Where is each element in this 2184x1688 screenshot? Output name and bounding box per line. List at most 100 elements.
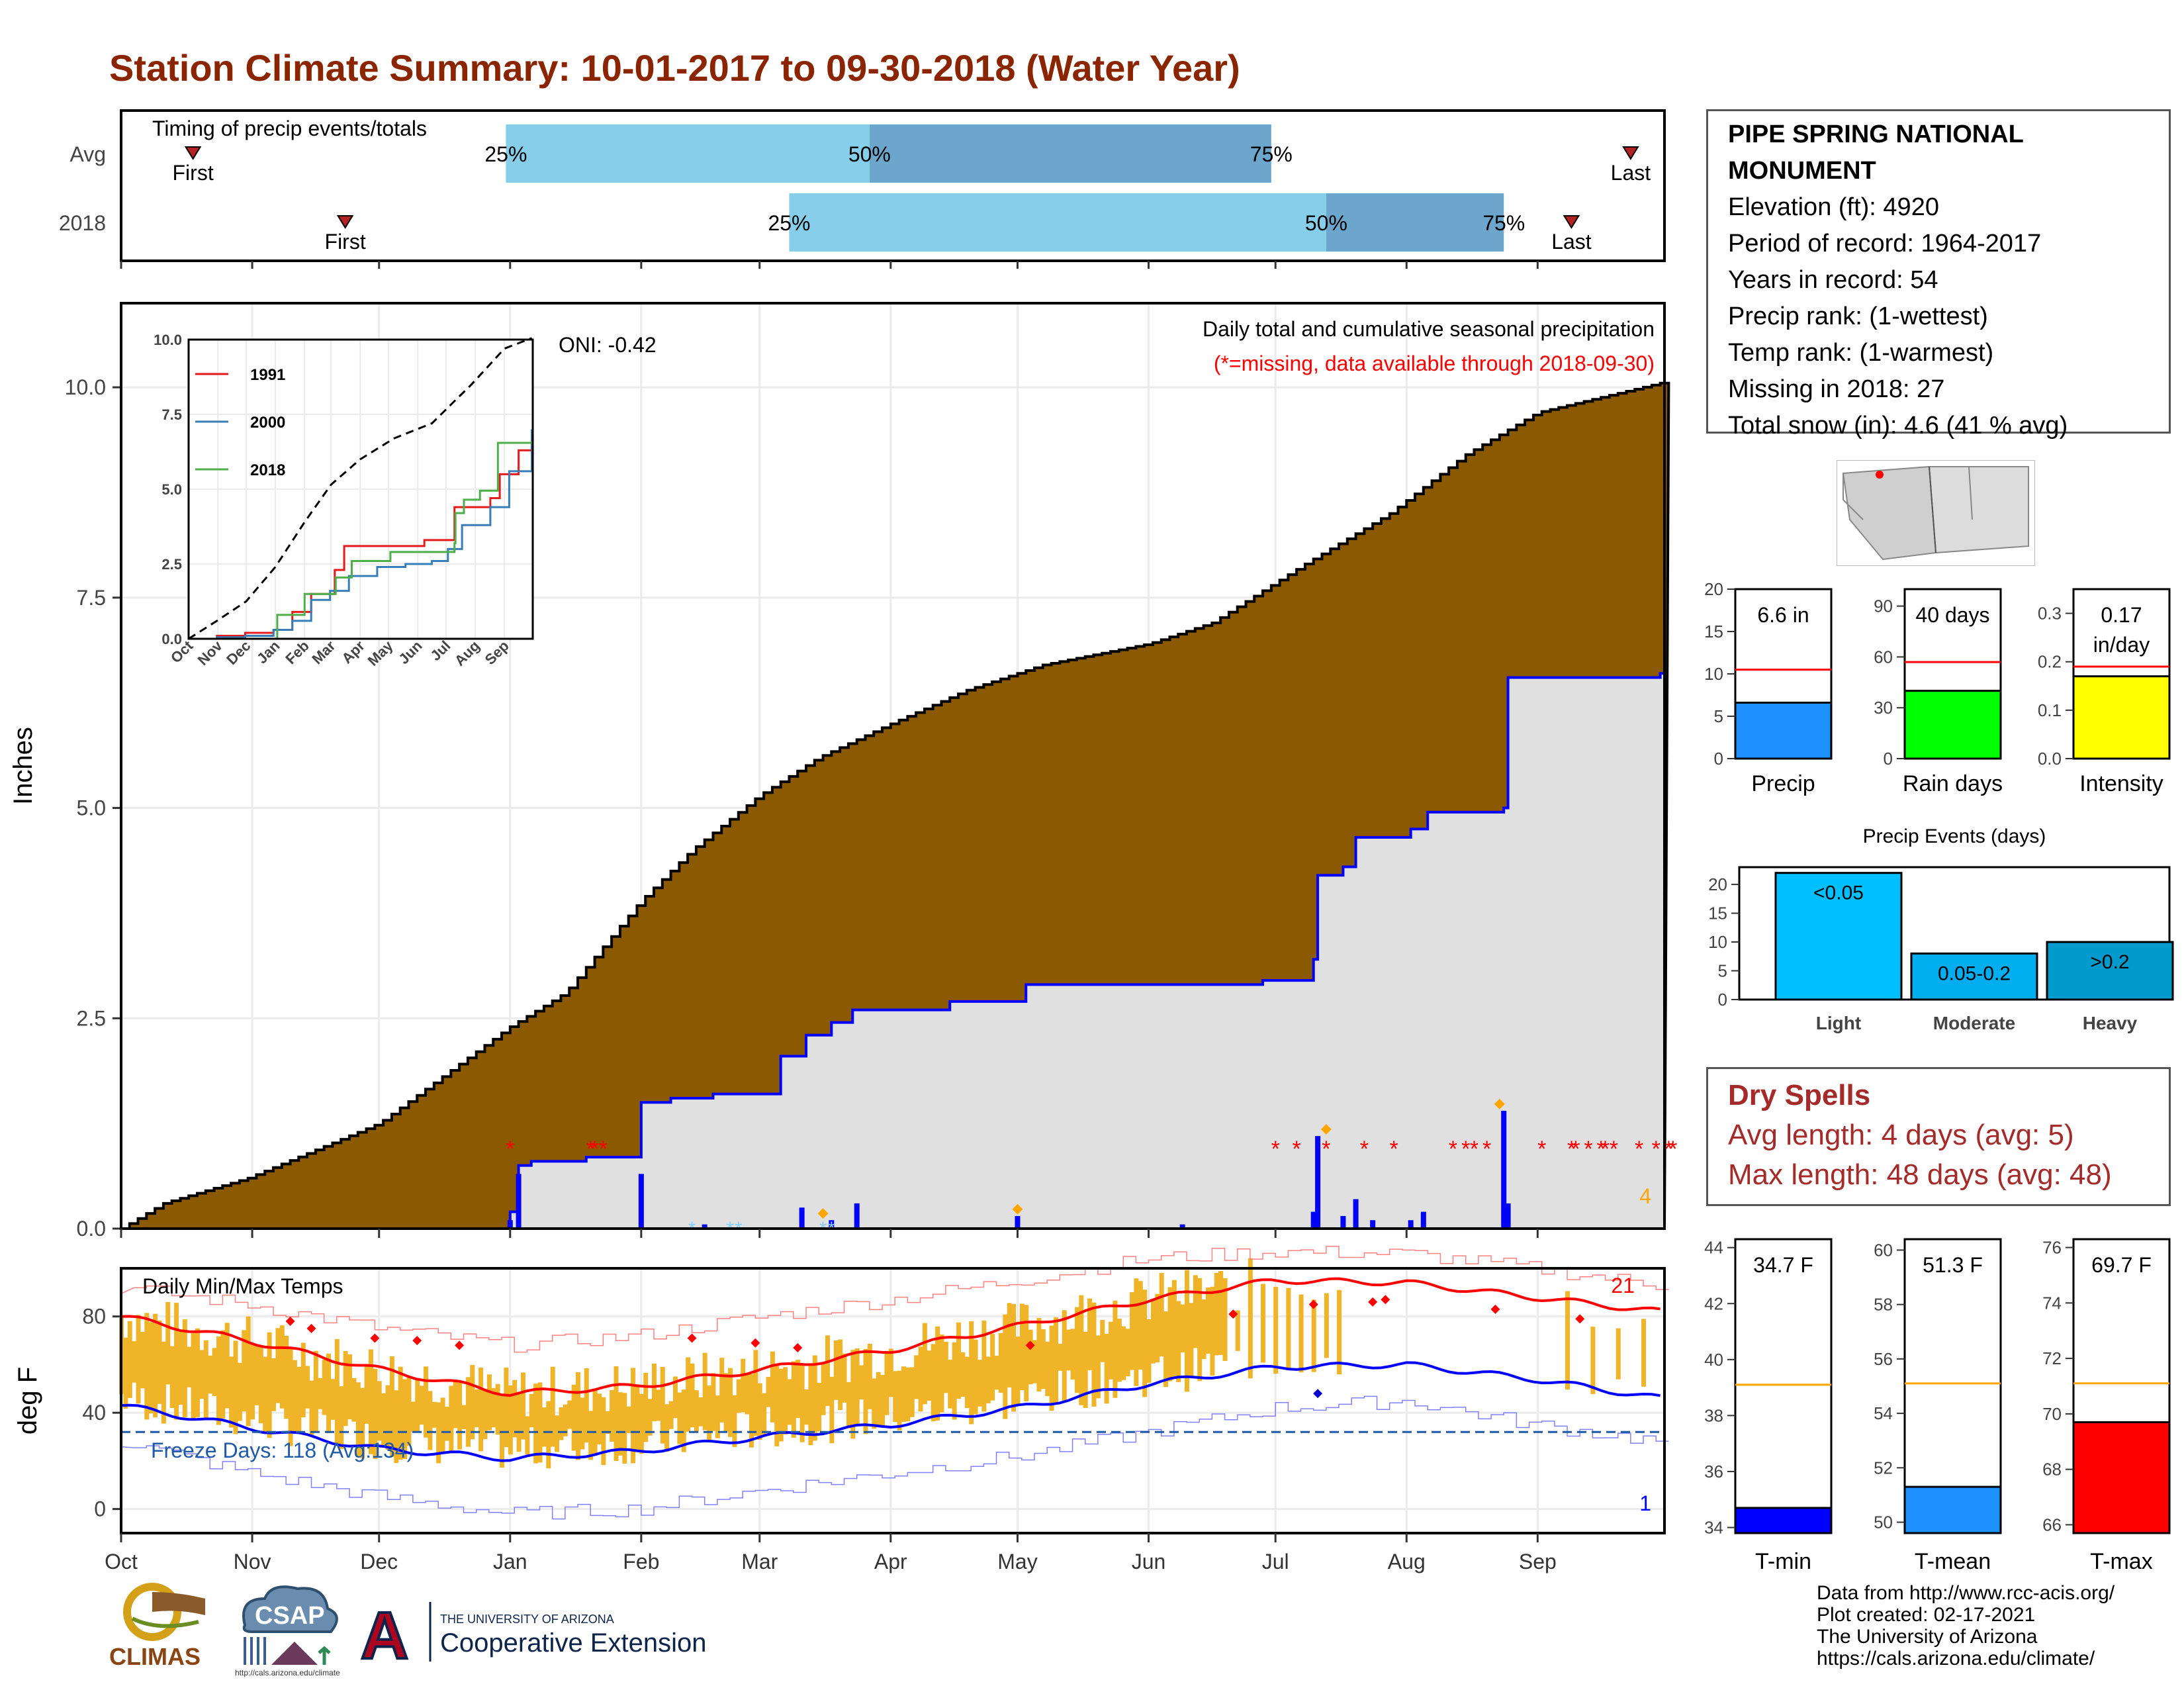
summary-precip: 0 5 10 15 20 6.6 in Precip xyxy=(1704,579,1833,796)
missing-day-marker: * xyxy=(586,1137,595,1162)
summary-raindays-y-tick-label: 60 xyxy=(1874,647,1893,667)
missing-day-marker: * xyxy=(1597,1137,1606,1162)
daily-temp-bar xyxy=(880,1375,886,1428)
daily-temp-bar xyxy=(465,1377,471,1447)
daily-temp-bar xyxy=(478,1368,484,1452)
daily-temp-bar xyxy=(140,1332,145,1389)
daily-precip-bar xyxy=(1420,1211,1426,1229)
daily-temp-bar xyxy=(901,1366,906,1422)
daily-temp-bar xyxy=(444,1407,449,1441)
daily-precip-bar xyxy=(1505,1203,1511,1229)
temp-title: Daily Min/Max Temps xyxy=(142,1274,343,1298)
daily-temp-bar xyxy=(652,1363,657,1422)
daily-temp-bar xyxy=(749,1374,754,1448)
page-title: Station Climate Summary: 10-01-2017 to 0… xyxy=(109,47,1240,89)
daily-temp-bar xyxy=(660,1366,665,1444)
inset-y-tick-label: 2.5 xyxy=(161,556,182,573)
precip-events-y-tick-label: 15 xyxy=(1708,904,1727,923)
timing-avg-quantile-label: 50% xyxy=(848,142,891,166)
daily-temp-bar xyxy=(1053,1317,1058,1404)
summary-tmean-label: T-mean xyxy=(1915,1549,1991,1574)
inset-average-line xyxy=(188,337,533,640)
avg-min-line xyxy=(120,1361,1661,1462)
summary-precip-bar xyxy=(1734,702,1833,760)
daily-temp-bar xyxy=(254,1345,259,1405)
daily-temp-bar xyxy=(1032,1340,1038,1383)
daily-temp-bar xyxy=(626,1406,631,1434)
daily-temp-bar xyxy=(246,1316,251,1427)
daily-temp-bar xyxy=(622,1393,627,1464)
missing-day-marker: * xyxy=(1668,1137,1677,1162)
daily-temp-bar xyxy=(943,1342,948,1393)
daily-temp-bar xyxy=(656,1389,661,1421)
daily-precip-bar xyxy=(1501,1111,1507,1229)
record-low-marker xyxy=(1313,1389,1323,1399)
station-snow: Total snow (in): 4.6 (41 % avg) xyxy=(1728,412,2068,440)
daily-temp-bar xyxy=(525,1416,530,1455)
daily-temp-bar xyxy=(783,1367,788,1434)
daily-temp-bar xyxy=(1024,1305,1029,1402)
daily-temp-bar xyxy=(1015,1336,1021,1405)
daily-temp-bar xyxy=(1062,1310,1067,1402)
daily-temp-bar xyxy=(1201,1299,1206,1360)
daily-temp-bar xyxy=(1116,1319,1122,1382)
daily-temp-bar xyxy=(1176,1301,1181,1382)
daily-temp-bar xyxy=(1007,1303,1012,1387)
daily-temp-bar xyxy=(1146,1319,1152,1383)
timing-avg-first-label: First xyxy=(173,161,214,185)
inset-y-tick-label: 10.0 xyxy=(154,332,182,348)
daily-temp-bar xyxy=(1248,1258,1253,1379)
credit-line: https://cals.arizona.edu/climate/ xyxy=(1817,1648,2095,1669)
daily-temp-bar xyxy=(1193,1275,1198,1348)
daily-temp-bar xyxy=(833,1340,839,1400)
daily-temp-bar xyxy=(364,1364,369,1424)
daily-temp-bar xyxy=(935,1326,940,1421)
record-low-count: 1 xyxy=(1639,1491,1651,1515)
summary-precip-y-tick-label: 20 xyxy=(1704,579,1723,599)
daily-temp-bar xyxy=(195,1328,201,1417)
daily-temp-bar xyxy=(453,1381,458,1429)
station-name: PIPE SPRING NATIONAL MONUMENT xyxy=(1728,120,2024,185)
daily-temp-bar xyxy=(580,1397,585,1450)
summary-tmax-y-tick-label: 68 xyxy=(2042,1460,2062,1479)
daily-temp-bar xyxy=(897,1370,902,1430)
summary-intensity-value-label: 0.17 xyxy=(2101,603,2142,627)
dry-spells-title: Dry Spells xyxy=(1728,1079,1871,1111)
summary-raindays-bar xyxy=(1903,690,2002,760)
summary-intensity-value-label2: in/day xyxy=(2093,633,2150,657)
missing-day-marker: * xyxy=(1537,1137,1546,1162)
precip-events-bar xyxy=(1774,872,1903,1001)
daily-temp-bar xyxy=(1311,1299,1316,1372)
daily-temp-bar xyxy=(1205,1287,1210,1354)
summary-precip-value-label: 6.6 in xyxy=(1757,603,1809,627)
missing-day-marker: * xyxy=(1461,1137,1470,1162)
summary-raindays-y-tick-label: 90 xyxy=(1874,596,1893,616)
daily-temp-bar xyxy=(148,1322,154,1414)
daily-temp-bar xyxy=(1019,1303,1024,1391)
daily-temp-bar xyxy=(1218,1270,1224,1355)
daily-temp-bar xyxy=(1100,1319,1105,1362)
daily-precip-bar xyxy=(1179,1224,1185,1229)
daily-temp-bar xyxy=(1197,1278,1203,1382)
daily-temp-bar xyxy=(267,1332,272,1438)
daily-temp-bar xyxy=(867,1343,872,1409)
daily-temp-bar xyxy=(909,1367,915,1417)
daily-temp-bar xyxy=(449,1385,454,1451)
credit-line: Plot created: 02-17-2021 xyxy=(1817,1604,2036,1626)
missing-day-marker: * xyxy=(1293,1137,1301,1162)
record-min-line xyxy=(120,1395,1669,1520)
daily-temp-bar xyxy=(406,1376,412,1446)
credit-line: Data from http://www.rcc-acis.org/ xyxy=(1817,1582,2115,1604)
missing-day-marker: * xyxy=(1571,1137,1580,1162)
daily-temp-bar xyxy=(1095,1335,1101,1399)
daily-temp-bar xyxy=(1138,1281,1143,1370)
climas-logo-text: CLIMAS xyxy=(109,1643,201,1670)
daily-temp-bar xyxy=(563,1404,568,1436)
daily-temp-bar xyxy=(732,1395,737,1448)
summary-tmin-y-tick-label: 44 xyxy=(1704,1238,1723,1258)
daily-temp-bar xyxy=(313,1350,318,1432)
daily-temp-bar xyxy=(787,1379,792,1425)
daily-temp-bar xyxy=(994,1355,999,1390)
daily-temp-bar xyxy=(1091,1302,1097,1407)
